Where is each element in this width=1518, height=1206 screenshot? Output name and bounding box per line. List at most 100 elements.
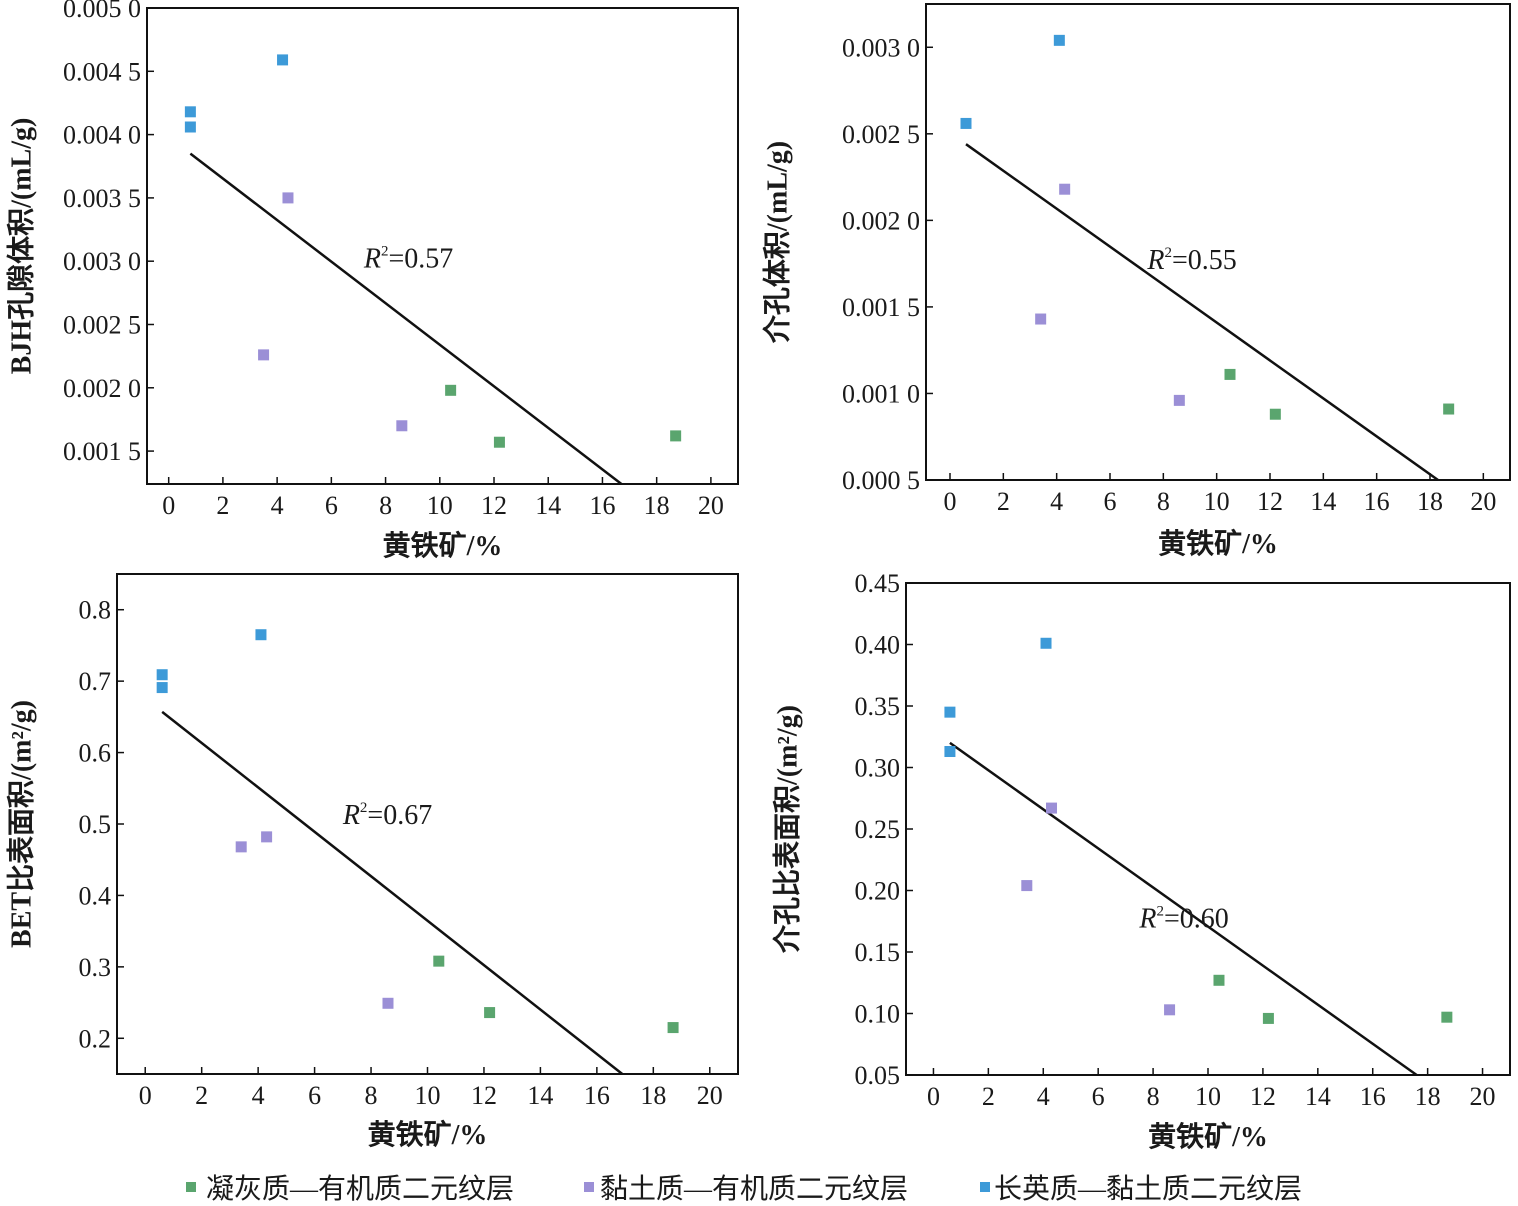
x-tick-label: 8 [379, 491, 392, 520]
r-squared-label: R2=0.60 [1138, 903, 1228, 934]
x-tick-label: 20 [1470, 487, 1496, 516]
trend-line [949, 741, 1418, 1077]
y-tick-label: 0.003 0 [63, 247, 141, 276]
plot-frame [925, 3, 1511, 481]
data-point-tuff [433, 955, 445, 967]
x-tick-label: 6 [1092, 1082, 1105, 1111]
y-tick-label: 0.004 5 [63, 57, 141, 86]
x-tick-label: 12 [1250, 1082, 1276, 1111]
data-point-clay [396, 420, 408, 432]
legend-label-tuff: 凝灰质—有机质二元纹层 [206, 1173, 514, 1205]
data-point-clay [1164, 1004, 1176, 1016]
legend: 凝灰质—有机质二元纹层 黏土质—有机质二元纹层 长英质—黏土质二元纹层 [186, 1173, 1302, 1205]
data-point-felsic [255, 629, 267, 641]
x-axis-label: 黄铁矿/% [1148, 1121, 1268, 1153]
r-squared-label: R2=0.55 [1146, 245, 1236, 276]
x-tick-label: 20 [698, 491, 724, 520]
data-point-felsic [184, 121, 196, 133]
y-tick-label: 0.20 [855, 877, 901, 906]
x-tick-label: 6 [1104, 487, 1117, 516]
x-tick-label: 10 [427, 491, 453, 520]
data-point-felsic [944, 706, 956, 718]
y-tick-label: 0.8 [79, 596, 112, 625]
legend-label-clay: 黏土质—有机质二元纹层 [600, 1173, 908, 1205]
x-tick-label: 0 [162, 491, 175, 520]
data-point-tuff [1224, 368, 1236, 380]
panel-meso-volume: 0 2 4 6 8 10 12 14 16 18 20 0.000 5 0.001 0 0.001 5 0.… [761, 3, 1511, 560]
legend-marker-clay [584, 1182, 594, 1192]
x-tick-label: 4 [1037, 1082, 1050, 1111]
x-tick-label: 16 [589, 491, 615, 520]
data-point-felsic [960, 117, 972, 129]
x-tick-label: 12 [481, 491, 507, 520]
x-tick-label: 18 [640, 1081, 666, 1110]
trend-line [161, 710, 624, 1075]
x-tick-label: 8 [1147, 1082, 1160, 1111]
x-tick-label: 20 [697, 1081, 723, 1110]
trend-line [965, 143, 1439, 482]
trend-line [189, 152, 623, 485]
x-tick-label: 6 [308, 1081, 321, 1110]
data-point-tuff [493, 436, 505, 448]
y-tick-label: 0.001 0 [842, 379, 920, 408]
y-tick-label: 0.002 0 [842, 206, 920, 235]
data-point-clay [258, 349, 270, 361]
data-point-tuff [1269, 408, 1281, 420]
data-point-clay [1021, 880, 1033, 892]
x-tick-label: 2 [982, 1082, 995, 1111]
y-tick-label: 0.10 [855, 1000, 901, 1029]
r-squared-label: R2=0.57 [363, 244, 453, 275]
x-tick-label: 10 [1204, 487, 1230, 516]
x-tick-label: 0 [927, 1082, 940, 1111]
data-point-tuff [484, 1007, 496, 1019]
data-point-clay [1173, 394, 1185, 406]
y-tick-label: 0.002 5 [842, 120, 920, 149]
y-tick-label: 0.3 [79, 953, 112, 982]
data-point-clay [382, 997, 394, 1009]
data-point-tuff [1441, 1011, 1453, 1023]
y-tick-label: 0.45 [855, 569, 901, 598]
y-axis-label: 介孔比表面积/(m²/g) [771, 705, 803, 954]
y-tick-label: 0.002 5 [63, 310, 141, 339]
y-tick-label: 0.2 [79, 1024, 112, 1053]
y-tick-label: 0.003 5 [63, 184, 141, 213]
panel-bet: 0 2 4 6 8 10 12 14 16 18 20 0.2 0.3 0.4 0.5 0.6 0.7 0.8 黄铁… [5, 573, 739, 1151]
x-tick-label: 16 [1364, 487, 1390, 516]
plot-frame [905, 582, 1511, 1076]
panel-bjh: 0 2 4 6 8 10 12 14 16 18 20 0.001 5 0.002 0 0.002 5 0.… [5, 0, 739, 562]
data-point-felsic [944, 746, 956, 758]
data-point-clay [1059, 183, 1071, 195]
data-point-tuff [1443, 403, 1455, 415]
x-tick-label: 12 [471, 1081, 497, 1110]
x-tick-label: 2 [195, 1081, 208, 1110]
x-tick-label: 14 [1305, 1082, 1331, 1111]
x-axis-label: 黄铁矿/% [383, 530, 503, 562]
legend-marker-felsic [980, 1182, 990, 1192]
y-axis-label: 介孔体积/(mL/g) [761, 141, 793, 344]
x-tick-label: 14 [527, 1081, 553, 1110]
y-axis-label: BJH孔隙体积/(mL/g) [5, 118, 37, 375]
plot-frame [146, 7, 739, 485]
data-point-clay [282, 192, 294, 204]
x-tick-label: 18 [644, 491, 670, 520]
x-tick-label: 14 [1310, 487, 1336, 516]
y-tick-label: 0.004 0 [63, 121, 141, 150]
legend-label-felsic: 长英质—黏土质二元纹层 [994, 1173, 1302, 1205]
data-point-felsic [1053, 34, 1065, 46]
x-axis-label: 黄铁矿/% [1158, 528, 1278, 560]
data-point-felsic [184, 106, 196, 118]
y-tick-label: 0.002 0 [63, 374, 141, 403]
data-point-felsic [277, 54, 289, 66]
data-point-clay [1035, 313, 1047, 325]
y-tick-label: 0.000 5 [842, 466, 920, 495]
x-tick-label: 20 [1470, 1082, 1496, 1111]
data-point-clay [1046, 802, 1058, 814]
x-tick-label: 6 [325, 491, 338, 520]
x-tick-label: 4 [252, 1081, 265, 1110]
y-axis-label: BET比表面积/(m²/g) [5, 700, 37, 948]
x-tick-label: 10 [415, 1081, 441, 1110]
x-tick-label: 0 [139, 1081, 152, 1110]
x-tick-label: 10 [1195, 1082, 1221, 1111]
data-point-felsic [1040, 637, 1052, 649]
